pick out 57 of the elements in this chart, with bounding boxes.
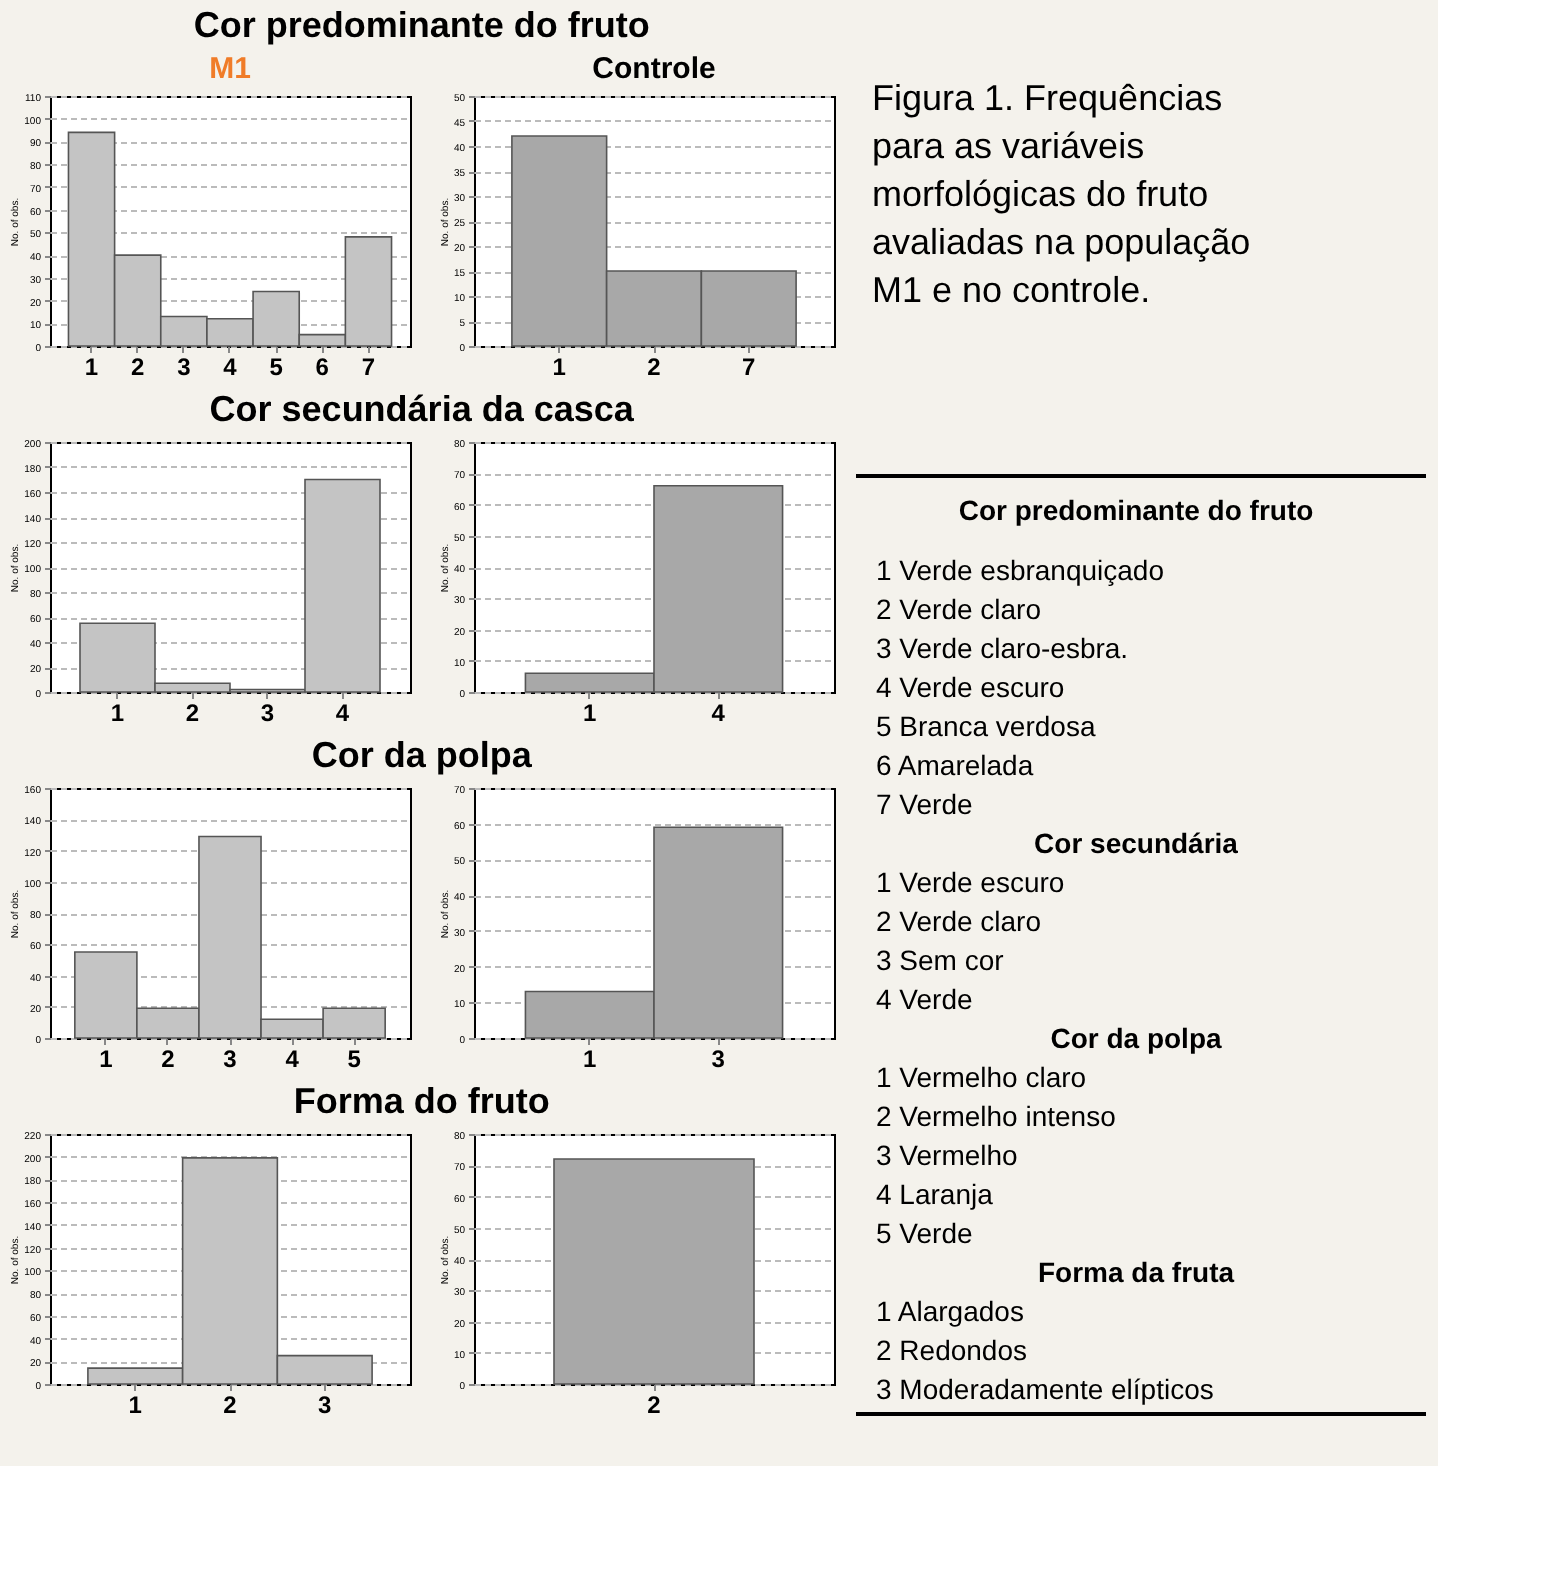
text: 5 Branca verdosa [876, 710, 1096, 742]
x-tick-label: 1 [128, 1391, 143, 1419]
text: Figura 1. Frequências para as variáveis morfológicas do fruto avaliadas na população M1 e no controle. [872, 78, 1251, 310]
x-tick-label: 1 [110, 699, 125, 727]
text: 1 Alargados [876, 1295, 1024, 1327]
x-tick-label: 4 [335, 699, 350, 727]
text: Cor secundária [1034, 827, 1239, 859]
x-tick-label: 7 [742, 353, 757, 381]
text: Cor predominante do fruto [958, 494, 1314, 526]
chart-title: Forma do fruto [293, 1081, 550, 1121]
x-tick-label: 2 [223, 1391, 238, 1419]
x-tick-label: 4 [223, 353, 238, 381]
x-tick-label: 1 [84, 353, 99, 381]
x-tick-label: 3 [260, 699, 275, 727]
text: 3 Verde claro-esbra. [876, 632, 1129, 664]
text: 4 Laranja [876, 1178, 994, 1210]
x-tick-label: 7 [361, 353, 376, 381]
x-tick-label: 1 [583, 699, 598, 727]
x-tick-label: 2 [647, 353, 662, 381]
x-tick-label: 2 [161, 1045, 176, 1073]
text: 7 Verde [876, 788, 973, 820]
x-tick-label: 4 [285, 1045, 300, 1073]
x-tick-label: 1 [552, 353, 567, 381]
x-tick-label: 2 [647, 1391, 662, 1419]
text: Forma da fruta [1037, 1256, 1235, 1288]
text: 3 Sem cor [876, 944, 1005, 976]
text: 2 Verde claro [876, 905, 1042, 937]
x-tick-label: 3 [711, 1045, 726, 1073]
text: 2 Verde claro [876, 593, 1042, 625]
text: 3 Moderadamente elípticos [876, 1373, 1214, 1405]
text: 4 Verde [876, 983, 973, 1015]
text: 3 Vermelho [876, 1139, 1019, 1171]
text: 5 Verde [876, 1217, 973, 1249]
text: 1 Vermelho claro [876, 1061, 1087, 1093]
text: 2 Redondos [876, 1334, 1028, 1366]
text: 1 Verde escuro [876, 866, 1065, 898]
x-tick-label: 2 [131, 353, 145, 381]
text: 4 Verde escuro [876, 671, 1065, 703]
x-tick-label: 5 [347, 1045, 362, 1073]
x-tick-label: 2 [185, 699, 200, 727]
chart-subtitle: M1 [209, 52, 251, 86]
text: 2 Vermelho intenso [876, 1100, 1117, 1132]
chart-title: Cor da polpa [311, 735, 534, 775]
chart-title: Cor secundária da casca [209, 389, 636, 429]
x-tick-label: 5 [269, 353, 284, 381]
chart-subtitle: Controle [592, 52, 716, 86]
chart-title: Cor predominante do fruto [193, 5, 650, 45]
x-tick-label: 3 [223, 1045, 238, 1073]
text: 6 Amarelada [876, 749, 1034, 781]
x-tick-label: 3 [177, 353, 192, 381]
text: 1 Verde esbranquiçado [876, 554, 1165, 586]
x-tick-label: 3 [318, 1391, 333, 1419]
text: Cor da polpa [1050, 1022, 1222, 1054]
x-tick-label: 4 [711, 699, 726, 727]
x-tick-label: 6 [315, 353, 330, 381]
x-tick-label: 1 [99, 1045, 114, 1073]
x-tick-label: 1 [583, 1045, 598, 1073]
